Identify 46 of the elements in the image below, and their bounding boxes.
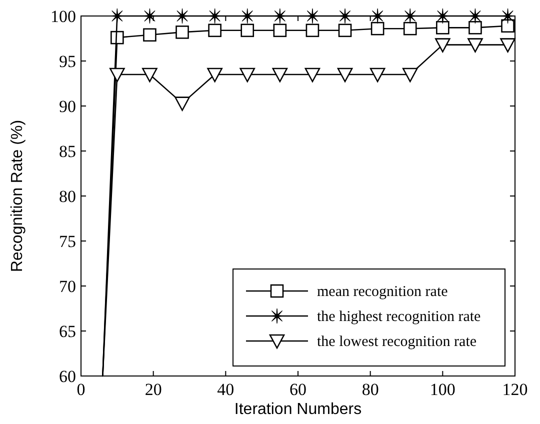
legend-label: the lowest recognition rate	[317, 334, 477, 350]
point	[207, 68, 222, 82]
y-tick-label: 75	[59, 232, 76, 251]
point	[468, 21, 482, 34]
point	[142, 68, 158, 82]
x-axis-title: Iteration Numbers	[234, 401, 362, 418]
legend-label: the highest recognition rate	[317, 309, 482, 325]
point	[306, 24, 320, 38]
x-tick-label: 40	[217, 380, 234, 399]
point	[370, 22, 384, 36]
point	[176, 26, 189, 39]
point	[110, 68, 125, 82]
x-tick-label: 0	[76, 380, 86, 399]
point	[403, 22, 417, 36]
y-tick-label: 65	[59, 322, 76, 341]
y-tick-label: 95	[59, 52, 76, 71]
y-tick-label: 80	[59, 187, 76, 206]
y-tick-label: 85	[59, 142, 76, 161]
point	[337, 68, 353, 82]
point	[143, 28, 156, 42]
point	[338, 24, 352, 38]
y-axis-title: Recognition Rate (%)	[9, 120, 26, 272]
point	[304, 68, 320, 82]
point	[240, 68, 256, 82]
y-tick-label: 100	[50, 7, 76, 26]
point	[240, 24, 254, 38]
point	[402, 68, 418, 82]
x-tick-label: 20	[144, 380, 162, 399]
y-tick-label: 60	[59, 367, 76, 386]
legend-label: mean recognition rate	[317, 284, 448, 300]
point	[273, 24, 287, 38]
point	[500, 38, 516, 52]
point	[436, 21, 450, 34]
point	[272, 68, 288, 82]
point	[370, 68, 386, 82]
x-tick-label: 80	[362, 380, 379, 399]
point	[208, 24, 222, 38]
y-tick-label: 90	[59, 97, 76, 116]
x-tick-label: 60	[290, 380, 306, 399]
x-tick-label: 100	[430, 380, 456, 399]
point	[501, 19, 514, 33]
point	[174, 96, 190, 111]
point	[468, 38, 483, 52]
y-tick-label: 70	[59, 277, 76, 296]
point	[435, 38, 450, 52]
x-tick-label: 120	[502, 380, 528, 399]
